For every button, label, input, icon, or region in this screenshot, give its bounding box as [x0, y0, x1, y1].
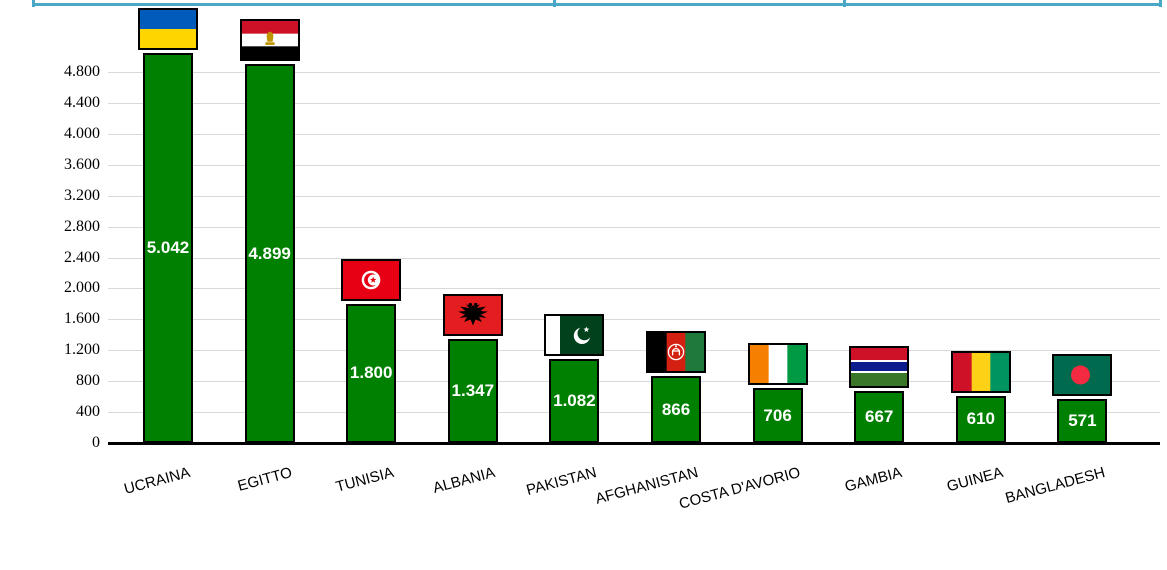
flag-afghanistan-icon — [646, 331, 706, 374]
bar-ucraina — [143, 53, 193, 443]
x-axis-label-ucraina: UCRAINA — [122, 464, 193, 498]
flag-pakistan-icon — [544, 314, 605, 357]
flag-bangladesh-icon — [1052, 353, 1113, 396]
bar-value-label: 610 — [966, 409, 995, 429]
y-axis-tick-label: 0 — [92, 434, 100, 451]
flag-gambia-icon — [849, 346, 910, 389]
x-axis-label-pakistan: PAKISTAN — [524, 464, 599, 500]
bar-costa-d-avorio — [752, 388, 803, 443]
y-axis-tick-label: 400 — [76, 403, 100, 421]
flag-tunisia-icon — [341, 258, 402, 301]
flag-albania-icon — [442, 293, 503, 336]
bar-value-label: 1.347 — [451, 380, 495, 400]
table-cell-divider — [1159, 0, 1162, 7]
bar-value-label: 5.042 — [146, 238, 190, 258]
y-axis-tick-label: 4.000 — [64, 124, 100, 142]
y-axis-tick-label: 4.800 — [64, 63, 100, 80]
bar-albania — [447, 338, 498, 443]
flag-ivory-coast-icon — [747, 343, 808, 386]
bar-value-label: 866 — [661, 399, 691, 419]
bar-egitto — [244, 64, 295, 443]
flag-ukraine-icon — [138, 8, 198, 51]
gridline — [108, 164, 1160, 166]
bar-value-label: 706 — [763, 405, 792, 425]
table-bottom-border — [32, 3, 1162, 6]
table-cell-divider — [843, 0, 846, 7]
gridline — [108, 257, 1160, 259]
table-cell-divider — [553, 0, 556, 7]
table-cell-divider — [32, 0, 35, 7]
y-axis-tick-label: 2.000 — [64, 279, 100, 297]
y-axis-tick-label: 3.600 — [64, 155, 100, 173]
bar-pakistan — [549, 359, 600, 443]
y-axis-tick-label: 800 — [76, 372, 100, 390]
bar-value-label: 571 — [1068, 410, 1097, 430]
gridline — [108, 319, 1160, 321]
gridline — [108, 102, 1160, 104]
x-axis-label-guinea: GUINEA — [945, 464, 1006, 496]
bar-afghanistan — [651, 376, 701, 443]
x-axis-label-bangladesh: BANGLADESH — [1003, 464, 1107, 507]
gridline — [108, 195, 1160, 197]
y-axis-tick-label: 2.400 — [64, 248, 100, 266]
y-axis-tick-label: 1.200 — [64, 341, 100, 359]
gridline — [108, 226, 1160, 228]
x-axis-label-albania: ALBANIA — [431, 464, 498, 497]
gridline — [108, 72, 1160, 73]
bar-tunisia — [346, 303, 397, 443]
bar-value-label: 1.082 — [553, 391, 596, 411]
bar-value-label: 667 — [865, 407, 894, 427]
bar-guinea — [955, 395, 1006, 443]
flag-guinea-icon — [950, 350, 1011, 393]
gridline — [108, 412, 1160, 414]
y-axis-tick-label: 3.200 — [64, 186, 100, 204]
y-axis-tick-label: 1.600 — [64, 310, 100, 328]
flag-egypt-icon — [239, 19, 300, 62]
x-axis-label-gambia: GAMBIA — [842, 464, 904, 496]
x-axis-line — [108, 442, 1160, 445]
gridline — [108, 133, 1160, 135]
gridline — [108, 381, 1160, 383]
y-axis-tick-label: 4.400 — [64, 93, 100, 111]
y-axis-tick-label: 2.800 — [64, 217, 100, 235]
bar-bangladesh — [1057, 398, 1108, 443]
gridline — [108, 350, 1160, 352]
x-axis-label-tunisia: TUNISIA — [334, 464, 396, 496]
bar-value-label: 4.899 — [248, 243, 291, 263]
bar-gambia — [854, 391, 905, 443]
gridline — [108, 288, 1160, 290]
bar-value-label: 1.800 — [349, 363, 393, 383]
x-axis-label-egitto: EGITTO — [235, 464, 295, 495]
